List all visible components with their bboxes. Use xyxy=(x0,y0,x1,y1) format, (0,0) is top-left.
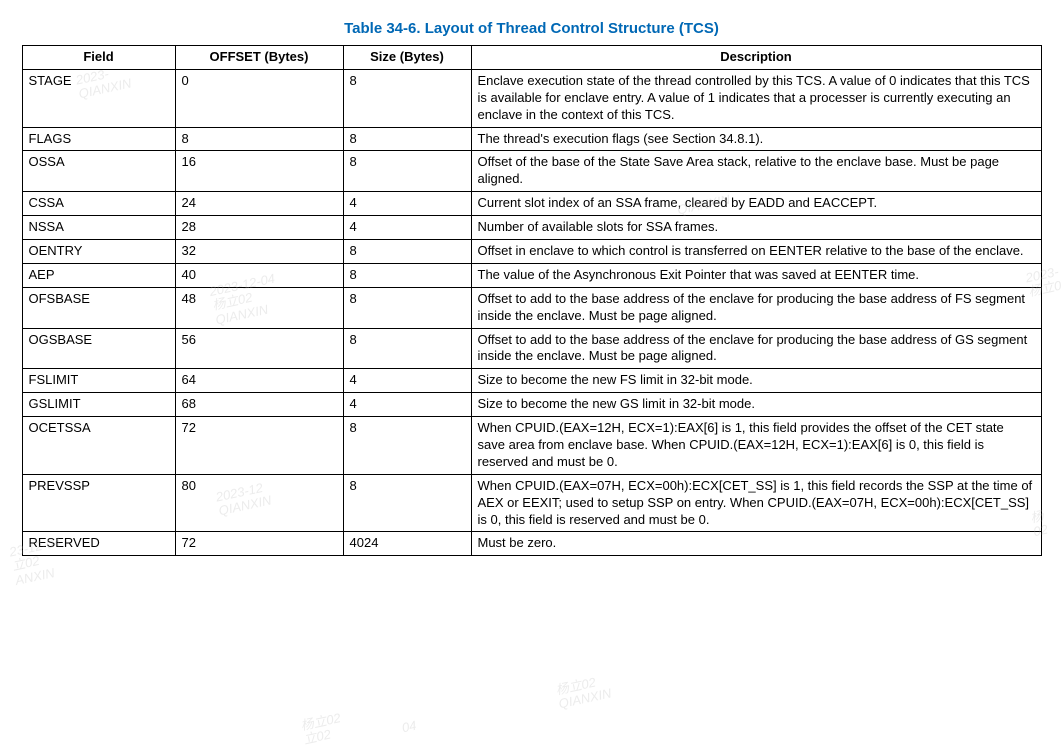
cell-description: Offset to add to the base address of the… xyxy=(471,328,1041,369)
table-title: Table 34-6. Layout of Thread Control Str… xyxy=(22,20,1042,37)
table-container: Table 34-6. Layout of Thread Control Str… xyxy=(22,20,1042,556)
cell-offset: 32 xyxy=(175,240,343,264)
watermark-line: 杨立02 xyxy=(554,673,609,698)
table-row: FLAGS88The thread's execution flags (see… xyxy=(22,127,1041,151)
cell-size: 4 xyxy=(343,192,471,216)
cell-field: OFSBASE xyxy=(22,287,175,328)
table-row: FSLIMIT644Size to become the new FS limi… xyxy=(22,369,1041,393)
watermark-line: QIANXIN xyxy=(557,687,612,712)
cell-size: 4024 xyxy=(343,532,471,556)
column-header-offset: OFFSET (Bytes) xyxy=(175,46,343,70)
table-row: RESERVED724024Must be zero. xyxy=(22,532,1041,556)
cell-offset: 28 xyxy=(175,216,343,240)
watermark-line: 立02 xyxy=(302,725,345,747)
cell-description: When CPUID.(EAX=07H, ECX=00h):ECX[CET_SS… xyxy=(471,474,1041,532)
watermark-line: ANXIN xyxy=(14,563,68,588)
cell-field: GSLIMIT xyxy=(22,393,175,417)
cell-offset: 0 xyxy=(175,69,343,127)
cell-size: 8 xyxy=(343,417,471,475)
cell-size: 4 xyxy=(343,369,471,393)
cell-offset: 72 xyxy=(175,417,343,475)
table-row: OSSA168Offset of the base of the State S… xyxy=(22,151,1041,192)
table-row: CSSA244Current slot index of an SSA fram… xyxy=(22,192,1041,216)
cell-description: When CPUID.(EAX=12H, ECX=1):EAX[6] is 1,… xyxy=(471,417,1041,475)
cell-field: OGSBASE xyxy=(22,328,175,369)
cell-description: The thread's execution flags (see Sectio… xyxy=(471,127,1041,151)
cell-description: Size to become the new GS limit in 32-bi… xyxy=(471,393,1041,417)
cell-offset: 48 xyxy=(175,287,343,328)
table-row: OFSBASE488Offset to add to the base addr… xyxy=(22,287,1041,328)
column-header-size: Size (Bytes) xyxy=(343,46,471,70)
cell-offset: 24 xyxy=(175,192,343,216)
cell-description: Must be zero. xyxy=(471,532,1041,556)
cell-field: FSLIMIT xyxy=(22,369,175,393)
cell-size: 8 xyxy=(343,240,471,264)
cell-field: NSSA xyxy=(22,216,175,240)
table-row: STAGE08Enclave execution state of the th… xyxy=(22,69,1041,127)
cell-size: 8 xyxy=(343,69,471,127)
cell-offset: 40 xyxy=(175,263,343,287)
cell-field: AEP xyxy=(22,263,175,287)
watermark: 杨立02立02 xyxy=(299,711,345,747)
cell-offset: 80 xyxy=(175,474,343,532)
watermark-line: 杨立02 xyxy=(299,711,342,733)
table-row: GSLIMIT684Size to become the new GS limi… xyxy=(22,393,1041,417)
cell-field: OCETSSA xyxy=(22,417,175,475)
cell-description: The value of the Asynchronous Exit Point… xyxy=(471,263,1041,287)
cell-offset: 68 xyxy=(175,393,343,417)
cell-size: 8 xyxy=(343,151,471,192)
table-row: OCETSSA728When CPUID.(EAX=12H, ECX=1):EA… xyxy=(22,417,1041,475)
cell-description: Current slot index of an SSA frame, clea… xyxy=(471,192,1041,216)
cell-offset: 56 xyxy=(175,328,343,369)
tcs-layout-table: Field OFFSET (Bytes) Size (Bytes) Descri… xyxy=(22,45,1042,556)
watermark: 04 xyxy=(400,719,417,736)
cell-field: FLAGS xyxy=(22,127,175,151)
cell-size: 8 xyxy=(343,287,471,328)
cell-field: RESERVED xyxy=(22,532,175,556)
table-row: NSSA284Number of available slots for SSA… xyxy=(22,216,1041,240)
cell-field: STAGE xyxy=(22,69,175,127)
cell-size: 4 xyxy=(343,216,471,240)
cell-size: 4 xyxy=(343,393,471,417)
cell-offset: 8 xyxy=(175,127,343,151)
table-row: AEP408The value of the Asynchronous Exit… xyxy=(22,263,1041,287)
cell-size: 8 xyxy=(343,474,471,532)
cell-field: OENTRY xyxy=(22,240,175,264)
table-row: PREVSSP808When CPUID.(EAX=07H, ECX=00h):… xyxy=(22,474,1041,532)
cell-description: Offset to add to the base address of the… xyxy=(471,287,1041,328)
table-row: OGSBASE568Offset to add to the base addr… xyxy=(22,328,1041,369)
cell-size: 8 xyxy=(343,328,471,369)
cell-field: OSSA xyxy=(22,151,175,192)
cell-description: Number of available slots for SSA frames… xyxy=(471,216,1041,240)
cell-field: PREVSSP xyxy=(22,474,175,532)
watermark: 杨立02QIANXIN xyxy=(554,673,612,712)
table-header-row: Field OFFSET (Bytes) Size (Bytes) Descri… xyxy=(22,46,1041,70)
cell-description: Size to become the new FS limit in 32-bi… xyxy=(471,369,1041,393)
cell-description: Offset in enclave to which control is tr… xyxy=(471,240,1041,264)
cell-offset: 72 xyxy=(175,532,343,556)
cell-offset: 64 xyxy=(175,369,343,393)
column-header-description: Description xyxy=(471,46,1041,70)
cell-field: CSSA xyxy=(22,192,175,216)
cell-offset: 16 xyxy=(175,151,343,192)
cell-description: Enclave execution state of the thread co… xyxy=(471,69,1041,127)
cell-description: Offset of the base of the State Save Are… xyxy=(471,151,1041,192)
column-header-field: Field xyxy=(22,46,175,70)
cell-size: 8 xyxy=(343,127,471,151)
watermark-line: 04 xyxy=(400,719,417,736)
cell-size: 8 xyxy=(343,263,471,287)
table-row: OENTRY328Offset in enclave to which cont… xyxy=(22,240,1041,264)
